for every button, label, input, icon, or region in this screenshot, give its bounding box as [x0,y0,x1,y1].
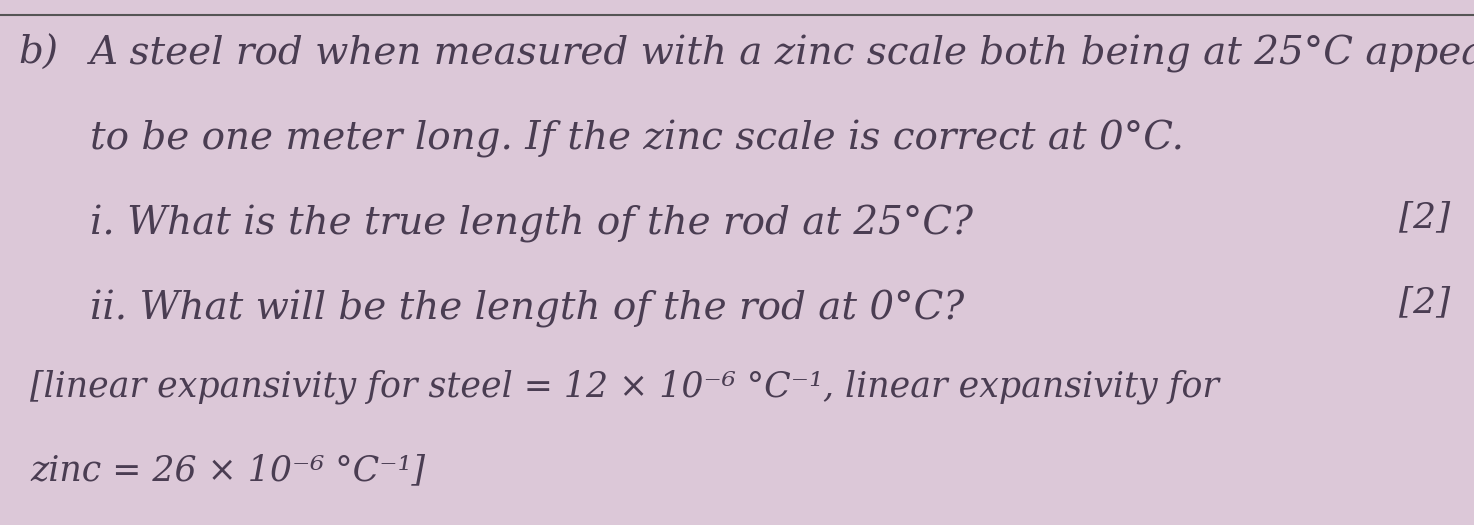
Text: [linear expansivity for steel = 12 × 10⁻⁶ °C⁻¹, linear expansivity for: [linear expansivity for steel = 12 × 10⁻… [29,370,1219,404]
Text: zinc = 26 × 10⁻⁶ °C⁻¹]: zinc = 26 × 10⁻⁶ °C⁻¹] [29,453,425,487]
Text: ii. What will be the length of the rod at 0°C?: ii. What will be the length of the rod a… [90,290,964,328]
Text: to be one meter long. If the zinc scale is correct at 0°C.: to be one meter long. If the zinc scale … [90,120,1184,158]
Text: [2]: [2] [1399,200,1450,234]
Text: A steel rod when measured with a zinc scale both being at 25°C appear: A steel rod when measured with a zinc sc… [90,35,1474,73]
Text: i. What is the true length of the rod at 25°C?: i. What is the true length of the rod at… [90,205,973,243]
Text: b): b) [18,35,57,72]
Text: [2]: [2] [1399,285,1450,319]
